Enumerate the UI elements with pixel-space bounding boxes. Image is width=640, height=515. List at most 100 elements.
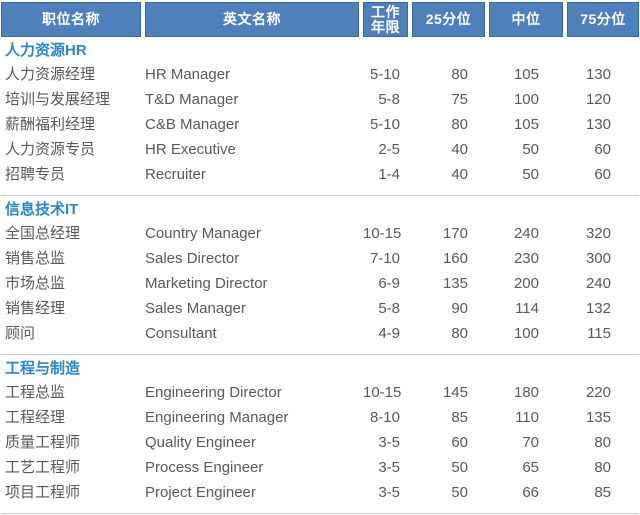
years-cell: 10-15 — [363, 225, 402, 242]
p75-cell: 135 — [585, 409, 611, 426]
median-cell: 105 — [513, 66, 539, 83]
job-title-cell: 销售总监 — [5, 250, 66, 267]
p25-cell: 40 — [451, 141, 468, 158]
median-cell: 50 — [522, 141, 539, 158]
years-cell: 2-5 — [378, 141, 400, 158]
median-cell: 240 — [513, 225, 539, 242]
table-row: 市场总监 Marketing Director 6-9 135 200 240 — [1, 271, 639, 296]
column-header-p25: 25分位 — [412, 2, 485, 37]
english-title-cell: Marketing Director — [145, 275, 268, 292]
years-cell: 1-4 — [378, 166, 400, 183]
p25-cell: 85 — [451, 409, 468, 426]
table-row: 销售经理 Sales Manager 5-8 90 114 132 — [1, 296, 639, 321]
english-title-cell: Consultant — [145, 325, 217, 342]
job-title-cell: 质量工程师 — [5, 434, 81, 451]
p75-cell: 80 — [594, 434, 611, 451]
job-title-cell: 全国总经理 — [5, 225, 81, 242]
p75-cell: 130 — [585, 66, 611, 83]
table-row: 招聘专员 Recruiter 1-4 40 50 60 — [1, 162, 639, 187]
median-cell: 110 — [515, 409, 539, 426]
median-cell: 105 — [513, 116, 539, 133]
table-row: 工艺工程师 Process Engineer 3-5 50 65 80 — [1, 455, 639, 480]
job-title-cell: 市场总监 — [5, 275, 66, 292]
table-row: 薪酬福利经理 C&B Manager 5-10 80 105 130 — [1, 112, 639, 137]
median-cell: 230 — [513, 250, 539, 267]
table-row: 培训与发展经理 T&D Manager 5-8 75 100 120 — [1, 87, 639, 112]
section-it: 信息技术IT 全国总经理 Country Manager 10-15 170 2… — [1, 196, 639, 355]
median-cell: 66 — [522, 484, 539, 501]
english-title-cell: Quality Engineer — [145, 434, 256, 451]
median-cell: 100 — [513, 325, 539, 342]
years-cell: 5-10 — [369, 66, 400, 83]
p25-cell: 50 — [451, 459, 468, 476]
english-title-cell: Process Engineer — [145, 459, 264, 476]
job-title-cell: 销售经理 — [5, 300, 66, 317]
median-cell: 114 — [515, 300, 539, 317]
table-header-row: 职位名称 英文名称 工作 年限 25分位 中位 75分位 — [1, 2, 639, 37]
job-title-cell: 工程总监 — [5, 384, 66, 401]
job-title-cell: 招聘专员 — [5, 166, 66, 183]
english-title-cell: C&B Manager — [145, 116, 240, 133]
p75-cell: 132 — [585, 300, 611, 317]
english-title-cell: Project Engineer — [145, 484, 256, 501]
p25-cell: 160 — [442, 250, 468, 267]
p25-cell: 50 — [451, 484, 468, 501]
job-title-cell: 项目工程师 — [5, 484, 81, 501]
job-title-cell: 工艺工程师 — [5, 459, 81, 476]
english-title-cell: Sales Manager — [145, 300, 246, 317]
years-cell: 5-8 — [378, 91, 400, 108]
table-row: 工程总监 Engineering Director 10-15 145 180 … — [1, 380, 639, 405]
table-row: 工程经理 Engineering Manager 8-10 85 110 135 — [1, 405, 639, 430]
p25-cell: 80 — [451, 66, 468, 83]
p75-cell: 220 — [585, 384, 611, 401]
median-cell: 200 — [513, 275, 539, 292]
years-cell: 5-8 — [378, 300, 400, 317]
section-title: 工程与制造 — [5, 360, 81, 377]
english-title-cell: Recruiter — [145, 166, 206, 183]
p75-cell: 120 — [585, 91, 611, 108]
job-title-cell: 顾问 — [5, 325, 36, 342]
table-row: 销售总监 Sales Director 7-10 160 230 300 — [1, 246, 639, 271]
p75-cell: 60 — [594, 141, 611, 158]
years-cell: 7-10 — [369, 250, 400, 267]
table-row: 人力资源经理 HR Manager 5-10 80 105 130 — [1, 62, 639, 87]
p75-cell: 85 — [594, 484, 611, 501]
section-hr: 人力资源HR 人力资源经理 HR Manager 5-10 80 105 130… — [1, 37, 639, 196]
english-title-cell: T&D Manager — [145, 91, 239, 108]
years-cell: 3-5 — [378, 459, 400, 476]
p25-cell: 60 — [451, 434, 468, 451]
table-row: 顾问 Consultant 4-9 80 100 115 — [1, 321, 639, 346]
section-engineering: 工程与制造 工程总监 Engineering Director 10-15 14… — [1, 355, 639, 514]
column-header-job-title: 职位名称 — [1, 2, 141, 37]
p75-cell: 115 — [587, 325, 611, 342]
p25-cell: 75 — [451, 91, 468, 108]
english-title-cell: Engineering Manager — [145, 409, 289, 426]
column-header-median: 中位 — [489, 2, 563, 37]
job-title-cell: 培训与发展经理 — [5, 91, 111, 108]
p75-cell: 130 — [585, 116, 611, 133]
p25-cell: 145 — [442, 384, 468, 401]
median-cell: 100 — [513, 91, 539, 108]
english-title-cell: Country Manager — [145, 225, 261, 242]
years-cell: 3-5 — [378, 434, 400, 451]
section-title: 人力资源HR — [5, 42, 87, 59]
years-cell: 3-5 — [378, 484, 400, 501]
median-cell: 50 — [522, 166, 539, 183]
years-cell: 6-9 — [378, 275, 400, 292]
english-title-cell: Sales Director — [145, 250, 240, 267]
median-cell: 65 — [522, 459, 539, 476]
p75-cell: 80 — [594, 459, 611, 476]
years-cell: 8-10 — [369, 409, 400, 426]
job-title-cell: 人力资源经理 — [5, 66, 96, 83]
job-title-cell: 薪酬福利经理 — [5, 116, 96, 133]
english-title-cell: HR Executive — [145, 141, 236, 158]
p25-cell: 135 — [442, 275, 468, 292]
p25-cell: 90 — [451, 300, 468, 317]
years-cell: 4-9 — [378, 325, 400, 342]
p75-cell: 300 — [585, 250, 611, 267]
p25-cell: 80 — [451, 116, 468, 133]
section-title: 信息技术IT — [5, 201, 79, 218]
median-cell: 70 — [522, 434, 539, 451]
table-row: 质量工程师 Quality Engineer 3-5 60 70 80 — [1, 430, 639, 455]
